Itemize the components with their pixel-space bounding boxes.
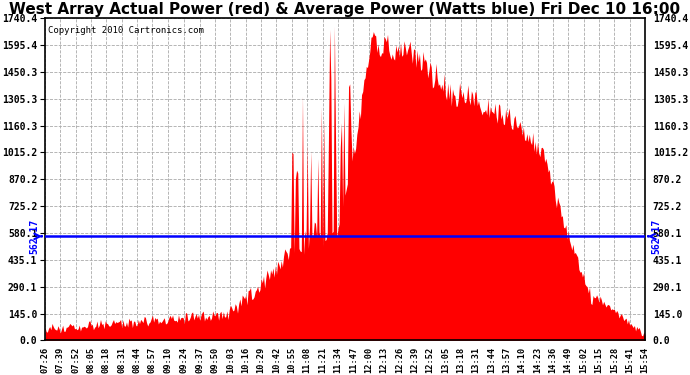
Title: West Array Actual Power (red) & Average Power (Watts blue) Fri Dec 10 16:00: West Array Actual Power (red) & Average … (10, 2, 680, 17)
Text: 562.17: 562.17 (29, 219, 39, 254)
Text: 562.17: 562.17 (651, 219, 661, 254)
Text: Copyright 2010 Cartronics.com: Copyright 2010 Cartronics.com (48, 26, 204, 35)
